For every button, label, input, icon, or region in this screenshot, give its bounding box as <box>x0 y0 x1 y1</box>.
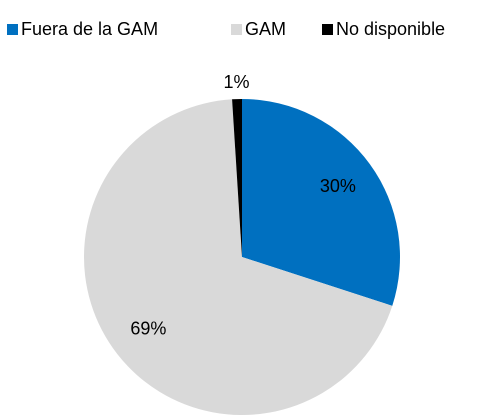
legend-label: No disponible <box>336 19 445 39</box>
legend-swatch <box>322 24 333 35</box>
data-label: 1% <box>224 72 250 92</box>
data-label: 30% <box>320 176 356 196</box>
legend-label: Fuera de la GAM <box>21 19 158 39</box>
legend-swatch <box>231 24 242 35</box>
pie-slice <box>232 99 242 257</box>
pie-slice <box>242 99 400 306</box>
legend-label: GAM <box>245 19 286 39</box>
data-label: 69% <box>130 318 166 338</box>
pie-slice <box>84 99 393 415</box>
legend-swatch <box>7 24 18 35</box>
